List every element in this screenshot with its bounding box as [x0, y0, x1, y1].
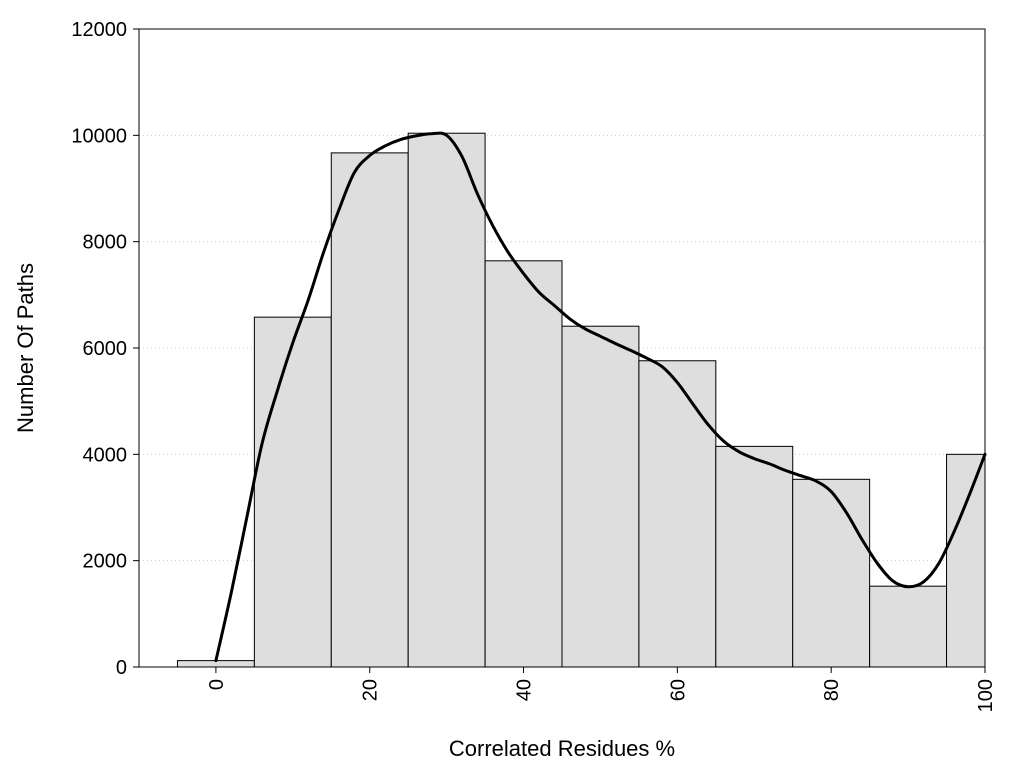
bar-20 [330, 152, 409, 668]
bar-10 [253, 316, 332, 668]
ytick-label-2: 4000 [83, 444, 128, 466]
xtick-label-1: 20 [360, 679, 382, 701]
ytick-label-5: 10000 [71, 125, 127, 147]
smooth-curve [214, 131, 987, 663]
bar-50 [561, 325, 640, 668]
xtick-label-0: 0 [206, 679, 228, 690]
xtick-label-5: 100 [975, 679, 997, 712]
bar-30 [407, 132, 486, 668]
x-axis-label: Correlated Residues % [449, 736, 675, 761]
xtick-label-2: 40 [514, 679, 536, 701]
smooth-curve-layer [214, 131, 987, 663]
y-axis-label: Number Of Paths [13, 263, 38, 433]
xtick-label-4: 80 [821, 679, 843, 701]
ytick-label-4: 8000 [83, 232, 128, 254]
xtick-label-3: 60 [667, 679, 689, 701]
ytick-label-1: 2000 [83, 551, 128, 573]
bar-60 [638, 360, 717, 668]
ytick-label-0: 0 [116, 657, 127, 679]
bar-70 [715, 445, 794, 668]
histogram-bars [176, 132, 986, 668]
y-axis-ticks: 0 2000 4000 6000 8000 10000 12000 [71, 19, 139, 679]
bar-90 [869, 585, 948, 668]
x-axis-ticks: 0 20 40 60 80 100 [206, 667, 997, 712]
bar-80 [792, 478, 871, 668]
ytick-label-3: 6000 [83, 338, 128, 360]
ytick-label-6: 12000 [71, 19, 127, 41]
bar-40 [484, 260, 563, 668]
bar-100 [946, 453, 986, 668]
